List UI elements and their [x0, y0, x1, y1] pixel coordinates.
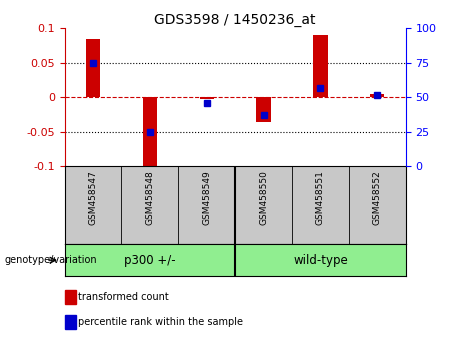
Bar: [86, 39, 100, 97]
Bar: [200, 97, 214, 99]
Text: GSM458550: GSM458550: [259, 170, 268, 225]
Bar: [143, 97, 157, 170]
Text: GSM458552: GSM458552: [373, 170, 382, 225]
Text: percentile rank within the sample: percentile rank within the sample: [78, 317, 243, 327]
Text: GSM458549: GSM458549: [202, 170, 211, 225]
Bar: [65, 315, 76, 329]
Bar: [256, 97, 271, 121]
Text: p300 +/-: p300 +/-: [124, 254, 176, 267]
Text: GSM458548: GSM458548: [145, 170, 154, 225]
Text: GSM458547: GSM458547: [89, 170, 97, 225]
Text: transformed count: transformed count: [78, 292, 169, 302]
Bar: [370, 94, 384, 97]
Text: wild-type: wild-type: [293, 254, 348, 267]
Bar: [65, 290, 76, 304]
Title: GDS3598 / 1450236_at: GDS3598 / 1450236_at: [154, 13, 316, 27]
Text: genotype/variation: genotype/variation: [5, 255, 97, 265]
Bar: [313, 35, 327, 97]
Text: GSM458551: GSM458551: [316, 170, 325, 225]
